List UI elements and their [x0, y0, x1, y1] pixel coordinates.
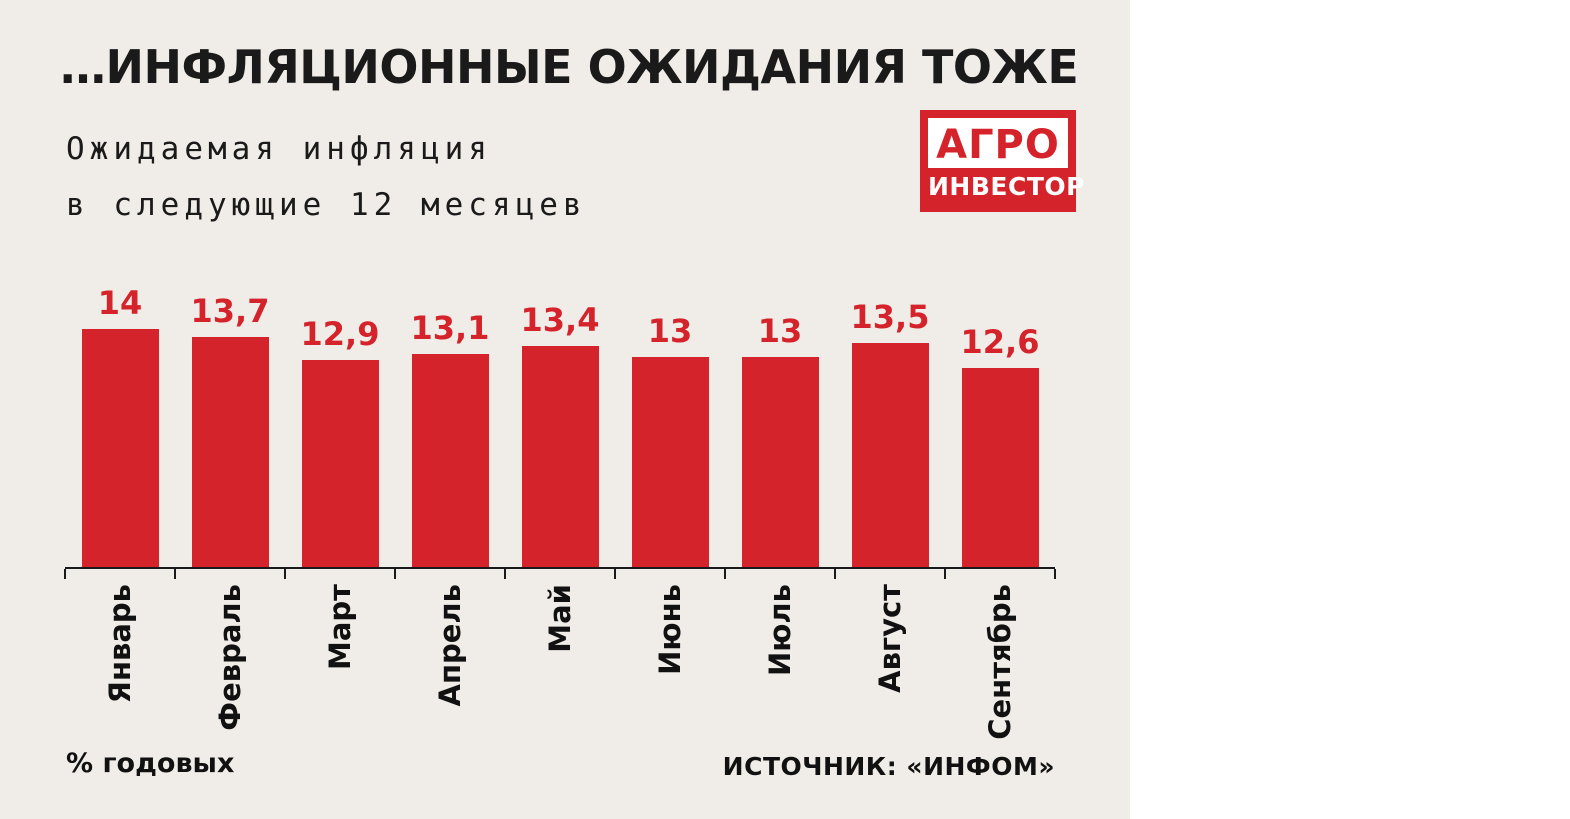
- bar-value-label: 13: [757, 312, 803, 350]
- bar-column: 13: [615, 312, 725, 567]
- chart-subtitle-line1: Ожидаемая инфляция: [66, 131, 492, 167]
- x-axis-label-cell: Июнь: [615, 584, 725, 749]
- bar-column: 14: [65, 284, 175, 567]
- bar-value-label: 13,1: [410, 309, 490, 347]
- axis-tick: [503, 569, 506, 579]
- bar-value-label: 13: [647, 312, 693, 350]
- bar: [521, 346, 599, 567]
- axis-tick: [64, 569, 66, 579]
- x-axis-label: Май: [543, 584, 577, 653]
- bar: [191, 337, 269, 567]
- bar: [631, 357, 709, 567]
- bar: [741, 357, 819, 567]
- x-axis-label-cell: Июль: [725, 584, 835, 749]
- x-axis-label-cell: Апрель: [395, 584, 505, 749]
- x-axis-label-cell: Август: [835, 584, 945, 749]
- x-axis-label-cell: Май: [505, 584, 615, 749]
- chart-subtitle-line2: в следующие 12 месяцев: [66, 186, 587, 223]
- bar-column: 12,9: [285, 315, 395, 567]
- axis-tick: [283, 569, 286, 579]
- x-axis-line: [64, 567, 1056, 579]
- bar: [851, 343, 929, 567]
- x-axis-label: Март: [323, 584, 357, 670]
- logo-text-investor: ИНВЕСТОР: [928, 168, 1084, 205]
- axis-tick: [834, 569, 836, 579]
- bar: [301, 360, 379, 567]
- y-axis-unit-label: % годовых: [66, 748, 235, 779]
- x-axis-label-cell: Февраль: [175, 584, 285, 749]
- bar-value-label: 13,4: [520, 301, 600, 339]
- bar-column: 13,1: [395, 309, 505, 567]
- bar-column: 13,7: [175, 292, 285, 567]
- x-axis-label: Февраль: [213, 584, 247, 731]
- axis-tick: [173, 569, 176, 579]
- bar-column: 12,6: [945, 323, 1055, 567]
- bar-value-label: 12,6: [960, 323, 1040, 361]
- axis-tick: [943, 569, 946, 579]
- x-axis-label-cell: Январь: [65, 584, 175, 749]
- x-axis-label: Апрель: [433, 584, 467, 707]
- axis-tick: [1054, 569, 1056, 579]
- bar: [81, 329, 159, 567]
- x-axis-label: Август: [873, 584, 907, 693]
- x-axis-label: Июнь: [653, 584, 687, 675]
- chart-title: …ИНФЛЯЦИОННЫЕ ОЖИДАНИЯ ТОЖЕ: [60, 40, 1079, 94]
- axis-tick: [393, 569, 396, 579]
- chart-subtitle: Ожидаемая инфляция в следующие 12 месяце…: [66, 122, 587, 234]
- source-label: ИСТОЧНИК: «ИНФОМ»: [722, 752, 1055, 781]
- bar-value-label: 13,7: [190, 292, 270, 330]
- x-axis-label: Сентябрь: [983, 584, 1017, 740]
- x-axis-labels: Январь Февраль Март Апрель Май Июнь Июль Август…: [65, 584, 1055, 749]
- x-axis-label: Январь: [103, 584, 137, 704]
- chart-panel: …ИНФЛЯЦИОННЫЕ ОЖИДАНИЯ ТОЖЕ Ожидаемая ин…: [0, 0, 1130, 819]
- agroinvestor-logo: АГРО ИНВЕСТОР: [920, 110, 1084, 213]
- bar-column: 13,4: [505, 301, 615, 567]
- bar-value-label: 14: [97, 284, 143, 322]
- axis-tick: [614, 569, 616, 579]
- axis-tick: [723, 569, 726, 579]
- bar: [961, 368, 1039, 567]
- x-axis-label-cell: Март: [285, 584, 395, 749]
- bar-value-label: 12,9: [300, 315, 380, 353]
- plot-area: 14 13,7 12,9 13,1 13,4 13 13 13,5 12,6: [65, 267, 1055, 567]
- logo-text-agro: АГРО: [928, 118, 1068, 168]
- x-axis-label-cell: Сентябрь: [945, 584, 1055, 749]
- x-axis-label: Июль: [763, 584, 797, 677]
- bar: [411, 354, 489, 567]
- bar-column: 13,5: [835, 298, 945, 567]
- bar-column: 13: [725, 312, 835, 567]
- bar-value-label: 13,5: [850, 298, 930, 336]
